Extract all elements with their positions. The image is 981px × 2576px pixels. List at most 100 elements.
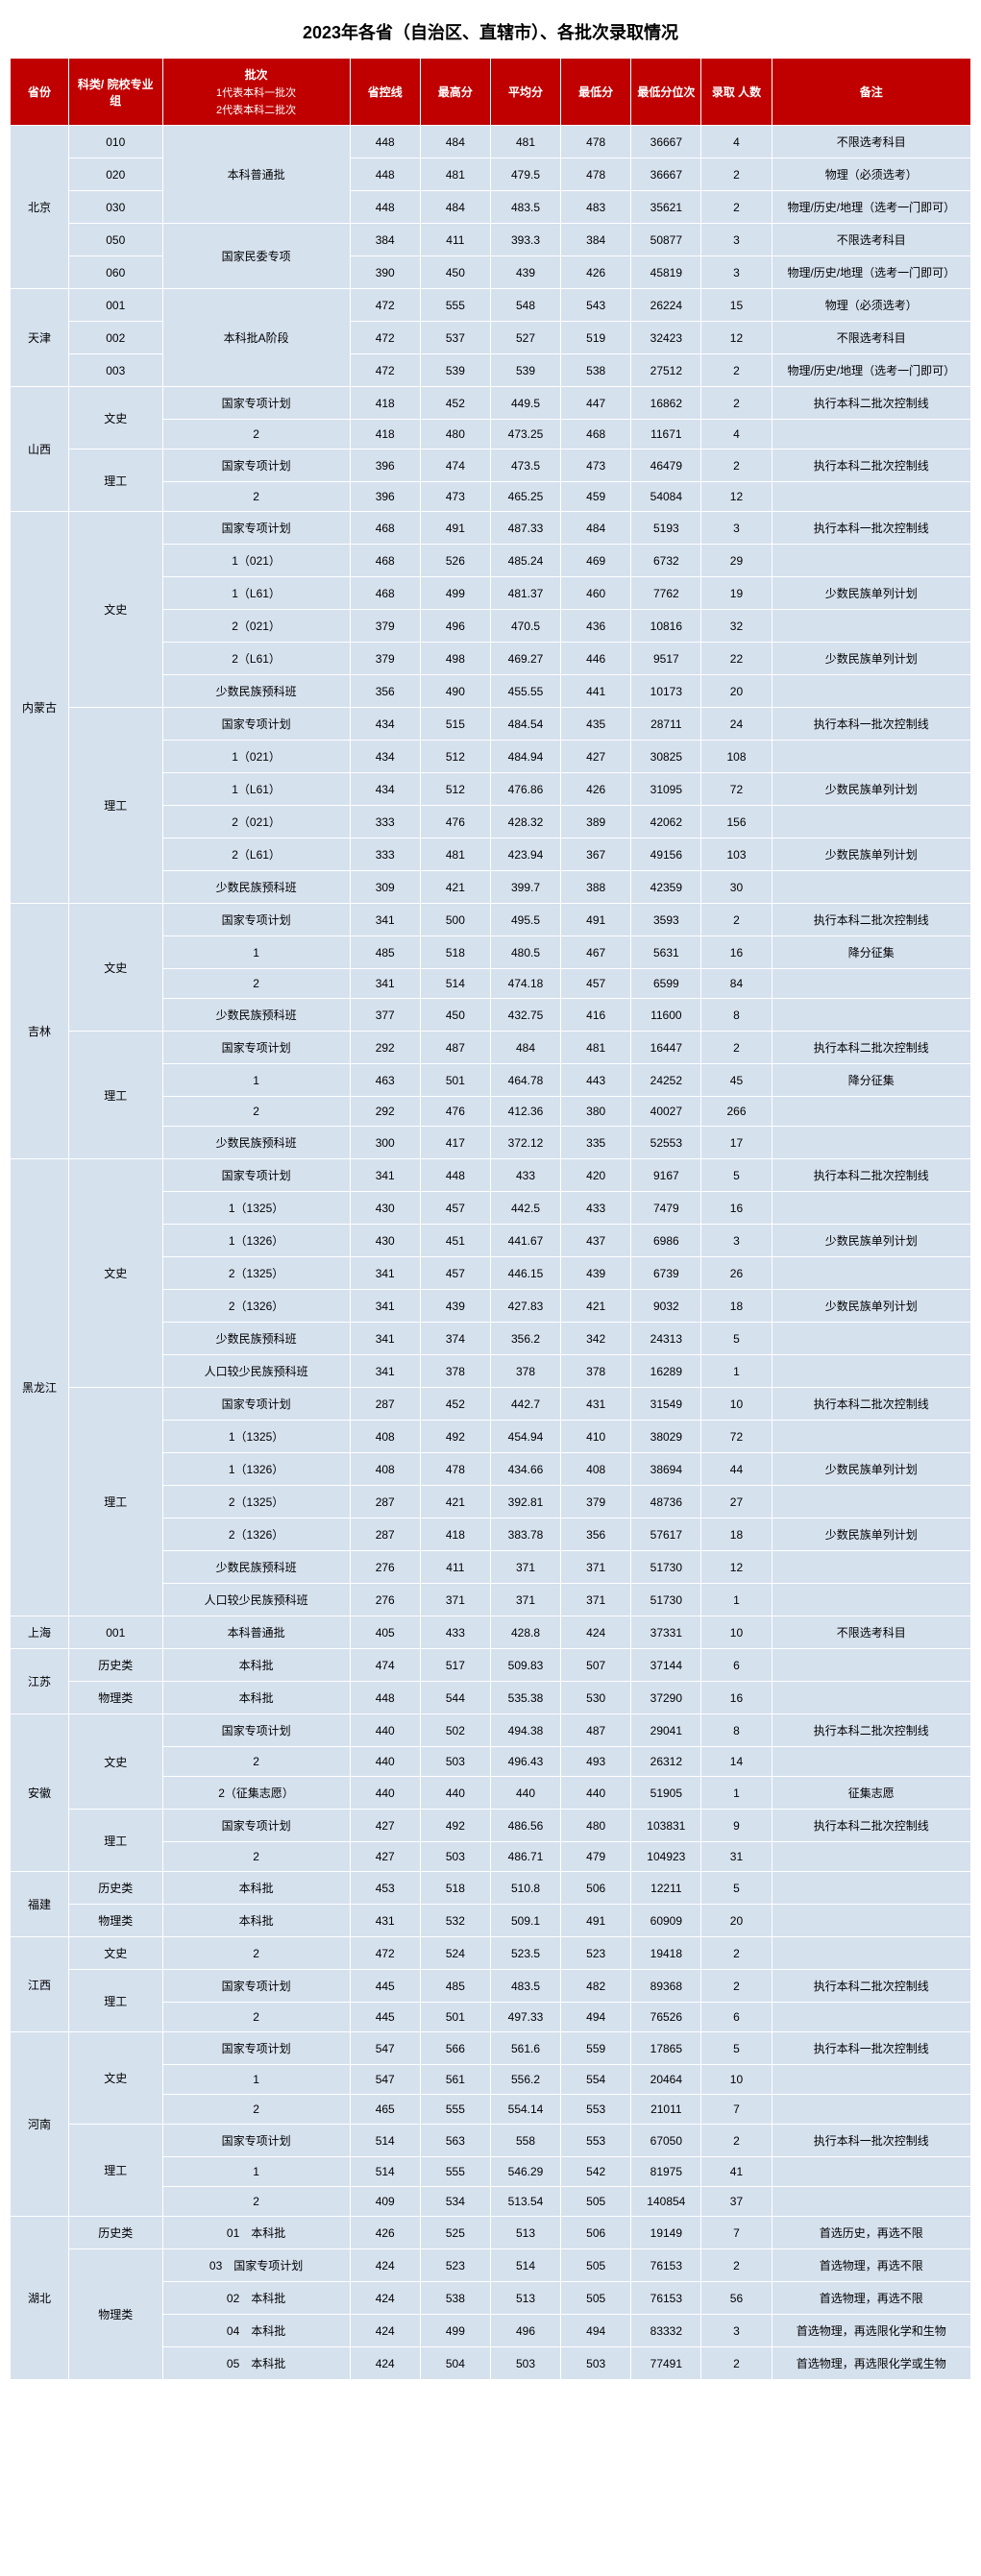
cell-rank: 76526: [631, 2003, 701, 2032]
cell-batch: 1: [162, 1064, 350, 1097]
cell-max: 457: [420, 1192, 490, 1225]
cell-avg: 446.15: [490, 1257, 560, 1290]
cell-ctrl: 453: [350, 1872, 420, 1905]
cell-count: 4: [701, 126, 772, 158]
cell-batch: 02 本科批: [162, 2282, 350, 2315]
cell-note: [772, 871, 970, 904]
cell-ctrl: 463: [350, 1064, 420, 1097]
cell-note: 少数民族单列计划: [772, 773, 970, 806]
cell-avg: 484: [490, 1032, 560, 1064]
cell-ctrl: 341: [350, 1159, 420, 1192]
cell-note: [772, 2095, 970, 2125]
cell-max: 503: [420, 1842, 490, 1872]
cell-rank: 37290: [631, 1682, 701, 1714]
cell-max: 421: [420, 1486, 490, 1519]
cell-avg: 454.94: [490, 1421, 560, 1453]
header-row: 省份 科类/ 院校专业组 批次 1代表本科一批次 2代表本科二批次 省控线 最高…: [11, 59, 971, 126]
cell-province: 湖北: [11, 2217, 69, 2380]
cell-min: 416: [561, 999, 631, 1032]
cell-avg: 434.66: [490, 1453, 560, 1486]
cell-count: 3: [701, 1225, 772, 1257]
cell-min: 367: [561, 838, 631, 871]
cell-count: 9: [701, 1810, 772, 1842]
cell-max: 514: [420, 969, 490, 999]
cell-avg: 441.67: [490, 1225, 560, 1257]
cell-min: 431: [561, 1388, 631, 1421]
cell-category: 060: [68, 256, 162, 289]
cell-count: 26: [701, 1257, 772, 1290]
cell-rank: 51905: [631, 1777, 701, 1810]
cell-count: 3: [701, 512, 772, 545]
cell-avg: 486.71: [490, 1842, 560, 1872]
cell-ctrl: 424: [350, 2347, 420, 2380]
cell-max: 534: [420, 2187, 490, 2217]
cell-count: 24: [701, 708, 772, 741]
cell-note: 降分征集: [772, 936, 970, 969]
cell-max: 476: [420, 806, 490, 838]
cell-avg: 480.5: [490, 936, 560, 969]
cell-ctrl: 445: [350, 1970, 420, 2003]
cell-count: 2: [701, 191, 772, 224]
cell-max: 561: [420, 2065, 490, 2095]
cell-batch: 1（1326）: [162, 1225, 350, 1257]
cell-avg: 509.83: [490, 1649, 560, 1682]
cell-ctrl: 440: [350, 1714, 420, 1747]
cell-min: 436: [561, 610, 631, 643]
cell-min: 426: [561, 256, 631, 289]
cell-note: 首选物理，再选不限: [772, 2249, 970, 2282]
cell-rank: 11600: [631, 999, 701, 1032]
cell-ctrl: 468: [350, 512, 420, 545]
cell-note: 少数民族单列计划: [772, 1453, 970, 1486]
cell-count: 6: [701, 2003, 772, 2032]
cell-max: 473: [420, 482, 490, 512]
cell-rank: 60909: [631, 1905, 701, 1937]
cell-count: 8: [701, 1714, 772, 1747]
cell-batch: 2: [162, 482, 350, 512]
cell-batch: 少数民族预科班: [162, 1127, 350, 1159]
cell-ctrl: 287: [350, 1388, 420, 1421]
th-province: 省份: [11, 59, 69, 126]
cell-count: 266: [701, 1097, 772, 1127]
th-avg: 平均分: [490, 59, 560, 126]
cell-note: [772, 1937, 970, 1970]
cell-avg: 392.81: [490, 1486, 560, 1519]
cell-note: [772, 610, 970, 643]
cell-note: 首选历史，再选不限: [772, 2217, 970, 2249]
cell-ctrl: 431: [350, 1905, 420, 1937]
cell-note: 物理（必须选考）: [772, 289, 970, 322]
cell-rank: 31549: [631, 1388, 701, 1421]
cell-min: 424: [561, 1616, 631, 1649]
cell-min: 554: [561, 2065, 631, 2095]
cell-note: 少数民族单列计划: [772, 838, 970, 871]
cell-note: [772, 1127, 970, 1159]
cell-batch: 2（021）: [162, 806, 350, 838]
cell-batch: 2（1326）: [162, 1519, 350, 1551]
cell-count: 2: [701, 904, 772, 936]
cell-count: 2: [701, 387, 772, 420]
cell-rank: 19418: [631, 1937, 701, 1970]
cell-note: 降分征集: [772, 1064, 970, 1097]
cell-category: 理工: [68, 2125, 162, 2217]
cell-count: 2: [701, 158, 772, 191]
cell-rank: 54084: [631, 482, 701, 512]
cell-rank: 11671: [631, 420, 701, 450]
cell-avg: 561.6: [490, 2032, 560, 2065]
cell-note: 执行本科二批次控制线: [772, 387, 970, 420]
cell-batch: 本科普通批: [162, 1616, 350, 1649]
cell-batch: 01 本科批: [162, 2217, 350, 2249]
cell-note: [772, 1905, 970, 1937]
cell-avg: 484.94: [490, 741, 560, 773]
cell-ctrl: 434: [350, 741, 420, 773]
cell-rank: 6986: [631, 1225, 701, 1257]
th-ctrl: 省控线: [350, 59, 420, 126]
cell-min: 378: [561, 1355, 631, 1388]
cell-avg: 513: [490, 2217, 560, 2249]
cell-note: 不限选考科目: [772, 1616, 970, 1649]
cell-min: 494: [561, 2315, 631, 2347]
cell-province: 内蒙古: [11, 512, 69, 904]
cell-min: 543: [561, 289, 631, 322]
cell-count: 45: [701, 1064, 772, 1097]
cell-rank: 27512: [631, 354, 701, 387]
cell-rank: 104923: [631, 1842, 701, 1872]
cell-min: 542: [561, 2157, 631, 2187]
